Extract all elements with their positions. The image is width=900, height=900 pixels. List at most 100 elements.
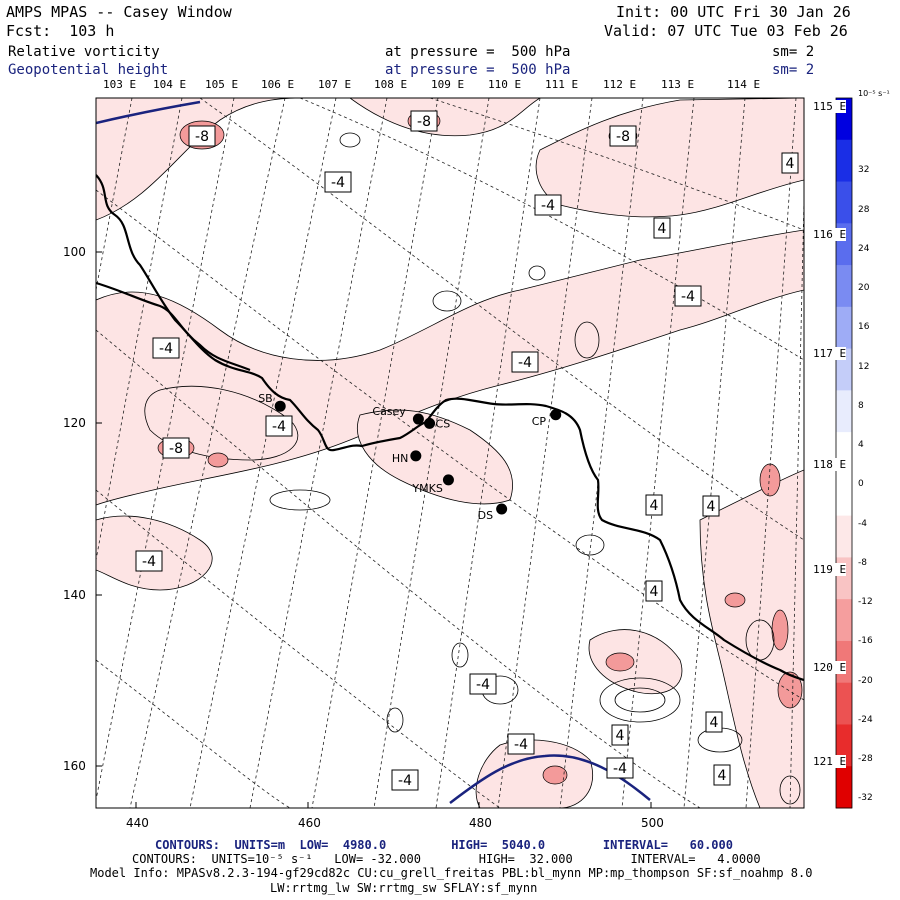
colorbar-swatch xyxy=(836,599,852,642)
lon-label-right: 116 E xyxy=(813,228,847,241)
svg-text:4: 4 xyxy=(786,156,795,172)
lon-label-top: 111 E xyxy=(545,78,579,91)
vorticity-shading xyxy=(96,98,804,808)
svg-text:-4: -4 xyxy=(613,761,627,777)
contour-value-label: 4 xyxy=(645,580,663,602)
colorbar-tick-label: 32 xyxy=(858,165,870,176)
lon-label-top: 106 E xyxy=(261,78,295,91)
svg-text:-8: -8 xyxy=(616,129,630,145)
colorbar-tick-label: -8 xyxy=(858,557,867,568)
svg-text:4: 4 xyxy=(616,728,625,744)
station-marker xyxy=(442,474,454,486)
footer-model-info-2: LW:rrtmg_lw SW:rrtmg_sw SFLAY:sf_mynn xyxy=(270,881,538,895)
svg-text:-8: -8 xyxy=(195,129,209,145)
station-marker xyxy=(410,450,422,462)
contour-value-label: -4 xyxy=(606,757,634,779)
colorbar-tick-label: 12 xyxy=(858,361,870,372)
colorbar-legend xyxy=(835,97,853,809)
y-tick-120: 120 xyxy=(63,416,86,430)
y-tick-140: 140 xyxy=(63,588,86,602)
field2-smoothing: sm= 2 xyxy=(772,62,815,78)
contour-value-label: -8 xyxy=(609,125,637,147)
svg-text:-4: -4 xyxy=(398,773,412,789)
colorbar-tick-label: -24 xyxy=(858,714,873,725)
svg-text:-4: -4 xyxy=(331,175,345,191)
y-tick-160: 160 xyxy=(63,759,86,773)
lon-label-right: 117 E xyxy=(813,347,847,360)
colorbar-unit: 10⁻⁵ s⁻¹ xyxy=(858,89,890,98)
contour-value-label: -4 xyxy=(391,769,419,791)
station-marker xyxy=(424,417,436,429)
lon-label-top: 109 E xyxy=(431,78,465,91)
colorbar-tick-label: -16 xyxy=(858,636,873,647)
contour-labels: -8 -8 -8 -4 -4 4 4 -4 -4 -4 -4 -8 4 4 -4 4 -4 4 -4 4 -4 4 -4 xyxy=(135,110,799,791)
footer-vorticity-contours: CONTOURS: UNITS=10⁻⁵ s⁻¹ LOW= -32.000 HI… xyxy=(132,852,761,866)
contour-value-label: -4 xyxy=(511,351,539,373)
station-marker xyxy=(274,400,286,412)
lon-label-top: 105 E xyxy=(205,78,239,91)
lon-label-top: 107 E xyxy=(318,78,352,91)
lon-label-top: 103 E xyxy=(103,78,137,91)
footer-model-info: Model Info: MPASv8.2.3-194-gf29cd82c CU:… xyxy=(90,866,813,880)
contour-value-label: 4 xyxy=(611,724,629,746)
svg-text:4: 4 xyxy=(658,221,667,237)
coastline-west xyxy=(96,281,251,372)
footer-height-contours: CONTOURS: UNITS=m LOW= 4980.0 HIGH= 5040… xyxy=(155,838,733,852)
svg-text:4: 4 xyxy=(707,499,716,515)
positive-vorticity-contours xyxy=(269,132,801,805)
field1-name: Relative vorticity xyxy=(8,44,160,60)
colorbar-tick-label: -4 xyxy=(858,518,867,529)
svg-text:-8: -8 xyxy=(417,114,431,130)
colorbar-tick-label: 24 xyxy=(858,243,870,254)
colorbar-swatch xyxy=(836,306,852,350)
colorbar-swatch xyxy=(836,181,852,224)
lon-label-right: 115 E xyxy=(813,100,847,113)
forecast-hour: Fcst: 103 h xyxy=(6,22,115,40)
contour-value-label: 4 xyxy=(713,764,731,786)
station-marker xyxy=(550,409,562,421)
svg-text:4: 4 xyxy=(650,584,659,600)
lon-label-right: 119 E xyxy=(813,563,847,576)
station-label: DS xyxy=(478,509,493,522)
height-contour-south xyxy=(449,754,651,804)
colorbar-tick-label: 16 xyxy=(858,322,870,333)
colorbar-tick-label: 4 xyxy=(858,440,864,451)
field1-smoothing: sm= 2 xyxy=(772,44,815,60)
contour-value-label: -4 xyxy=(674,285,702,307)
station-marker xyxy=(412,413,424,425)
contour-value-label: 4 xyxy=(645,494,663,516)
lon-label-top: 104 E xyxy=(153,78,187,91)
station-label: Casey xyxy=(372,405,406,418)
station-label: CP xyxy=(532,415,547,428)
svg-text:4: 4 xyxy=(710,715,719,731)
colorbar-swatch xyxy=(836,766,852,809)
svg-text:-4: -4 xyxy=(142,554,156,570)
colorbar-swatch xyxy=(836,390,852,433)
svg-text:-4: -4 xyxy=(476,677,490,693)
colorbar-swatch xyxy=(836,682,852,725)
contour-value-label: -4 xyxy=(265,415,293,437)
lon-label-top: 114 E xyxy=(727,78,761,91)
contour-value-label: -4 xyxy=(507,733,535,755)
x-tick-480: 480 xyxy=(469,816,492,830)
colorbar-tick-label: -32 xyxy=(858,793,873,804)
colorbar-tick-label: 0 xyxy=(858,479,864,490)
svg-text:4: 4 xyxy=(718,768,727,784)
contour-value-label: -4 xyxy=(135,550,163,572)
contour-value-label: -8 xyxy=(188,125,216,147)
svg-text:-4: -4 xyxy=(514,737,528,753)
x-tick-460: 460 xyxy=(298,816,321,830)
colorbar-tick-label: -20 xyxy=(858,675,873,686)
svg-text:-4: -4 xyxy=(681,289,695,305)
height-contour-north xyxy=(96,100,201,125)
colorbar-tick-label: 20 xyxy=(858,283,870,294)
station-label: CS xyxy=(436,417,451,430)
field1-pressure: at pressure = 500 hPa xyxy=(385,44,571,60)
station-label: HN xyxy=(392,452,409,465)
contour-value-label: 4 xyxy=(705,711,723,733)
svg-text:-4: -4 xyxy=(159,341,173,357)
svg-text:-8: -8 xyxy=(169,441,183,457)
contour-value-label: 4 xyxy=(702,495,720,517)
init-time: Init: 00 UTC Fri 30 Jan 26 xyxy=(616,3,851,21)
